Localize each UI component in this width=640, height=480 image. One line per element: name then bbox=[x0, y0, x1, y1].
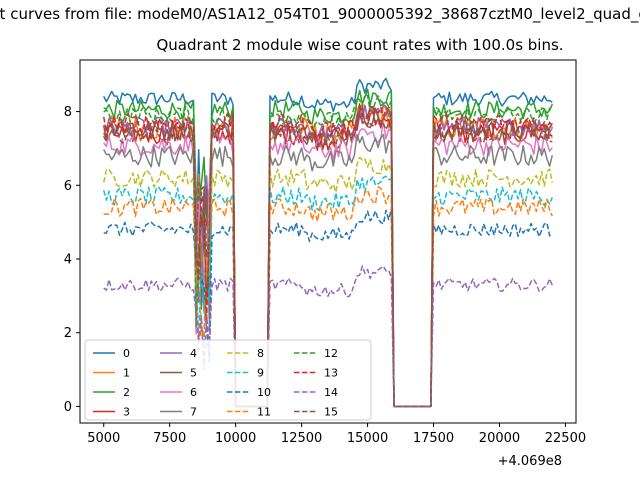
legend-label-4: 4 bbox=[190, 347, 197, 360]
series-line-12 bbox=[103, 93, 553, 408]
chart-title: Quadrant 2 module wise count rates with … bbox=[156, 36, 564, 54]
x-tick-label: 10000 bbox=[215, 431, 256, 446]
legend-label-13: 13 bbox=[324, 367, 338, 380]
y-tick-label: 6 bbox=[64, 179, 72, 194]
series-line-8 bbox=[102, 156, 554, 408]
series-line-10 bbox=[103, 208, 553, 408]
legend-label-1: 1 bbox=[123, 367, 130, 380]
legend-label-8: 8 bbox=[257, 347, 264, 360]
legend-box bbox=[84, 339, 372, 421]
series-line-2 bbox=[103, 88, 553, 408]
series-line-14 bbox=[103, 265, 553, 408]
axes-frame bbox=[79, 59, 577, 424]
x-tick-label: 22500 bbox=[545, 431, 586, 446]
series-line-13 bbox=[102, 102, 553, 408]
y-tick-label: 2 bbox=[64, 326, 72, 341]
y-axis: 0 2 4 6 8 bbox=[64, 105, 80, 415]
series-line-7 bbox=[103, 133, 554, 408]
x-tick-label: 15000 bbox=[347, 431, 388, 446]
legend-label-11: 11 bbox=[257, 406, 271, 419]
legend-label-0: 0 bbox=[123, 347, 130, 360]
legend-label-3: 3 bbox=[123, 406, 130, 419]
series-line-11 bbox=[103, 186, 553, 408]
legend-label-12: 12 bbox=[324, 347, 338, 360]
series-lines bbox=[102, 77, 554, 408]
series-line-6 bbox=[103, 120, 553, 408]
legend-label-6: 6 bbox=[190, 386, 197, 399]
x-tick-label: 12500 bbox=[281, 431, 322, 446]
legend-label-7: 7 bbox=[190, 406, 197, 419]
y-tick-label: 8 bbox=[64, 105, 72, 120]
legend-label-9: 9 bbox=[257, 367, 264, 380]
y-tick-label: 4 bbox=[64, 253, 72, 268]
legend-label-10: 10 bbox=[257, 386, 271, 399]
legend-label-2: 2 bbox=[123, 386, 130, 399]
x-tick-label: 20000 bbox=[479, 431, 520, 446]
y-tick-label: 0 bbox=[64, 400, 72, 415]
x-offset-label: +4.069e8 bbox=[498, 454, 562, 469]
x-tick-label: 17500 bbox=[413, 431, 454, 446]
x-tick-label: 5000 bbox=[87, 431, 120, 446]
figure-suptitle: Light curves from file: modeM0/AS1A12_05… bbox=[0, 5, 640, 23]
series-line-15 bbox=[103, 112, 553, 408]
x-tick-label: 7500 bbox=[153, 431, 186, 446]
legend-label-15: 15 bbox=[324, 406, 338, 419]
series-line-4 bbox=[103, 104, 553, 408]
legend-label-14: 14 bbox=[324, 386, 338, 399]
legend-label-5: 5 bbox=[190, 367, 197, 380]
x-axis: 5000 7500 10000 12500 15000 17500 20000 22500 bbox=[87, 423, 586, 446]
